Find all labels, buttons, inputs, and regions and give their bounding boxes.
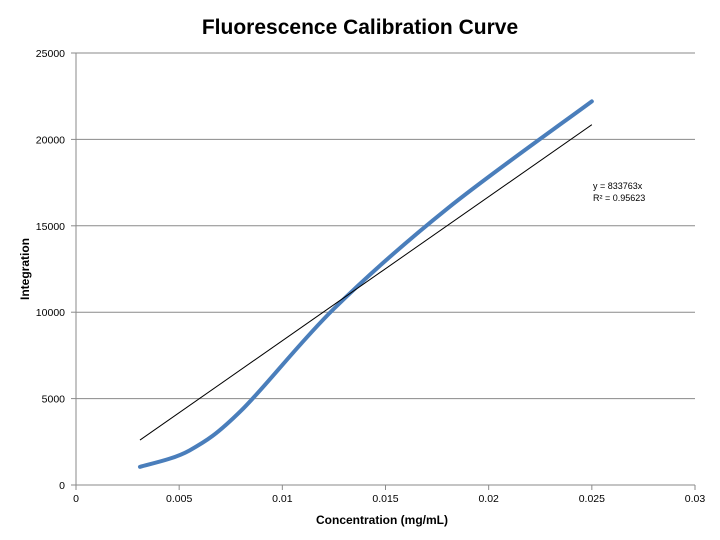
chart-title: Fluorescence Calibration Curve [202,16,518,39]
x-tick-label-2: 0.01 [272,493,293,505]
equation-label: y = 833763x [593,181,643,191]
x-tick-label-4: 0.02 [478,493,499,505]
y-tick-label-1: 5000 [42,394,66,406]
y-tick-label-3: 15000 [36,221,65,233]
series-lines [137,99,594,469]
axes [71,52,696,490]
series-line-0 [137,99,594,469]
gridlines [76,52,695,400]
trendline [139,124,593,441]
y-tick-labels: 0 5000 10000 15000 20000 25000 [36,48,65,492]
x-tick-label-1: 0.005 [166,493,192,505]
y-axis-title: Integration [18,238,32,300]
y-tick-label-5: 25000 [36,48,65,60]
y-tick-label-4: 20000 [36,134,65,146]
x-tick-label-6: 0.03 [685,493,706,505]
r-squared-label: R² = 0.95623 [593,193,645,203]
x-tick-label-3: 0.015 [372,493,398,505]
x-tick-labels: 0 0.005 0.01 0.015 0.02 0.025 0.03 [73,493,705,505]
y-tick-label-2: 10000 [36,307,65,319]
x-tick-label-0: 0 [73,493,79,505]
y-tick-label-0: 0 [59,480,65,492]
x-axis-title: Concentration (mg/mL) [316,513,448,527]
x-tick-label-5: 0.025 [579,493,605,505]
